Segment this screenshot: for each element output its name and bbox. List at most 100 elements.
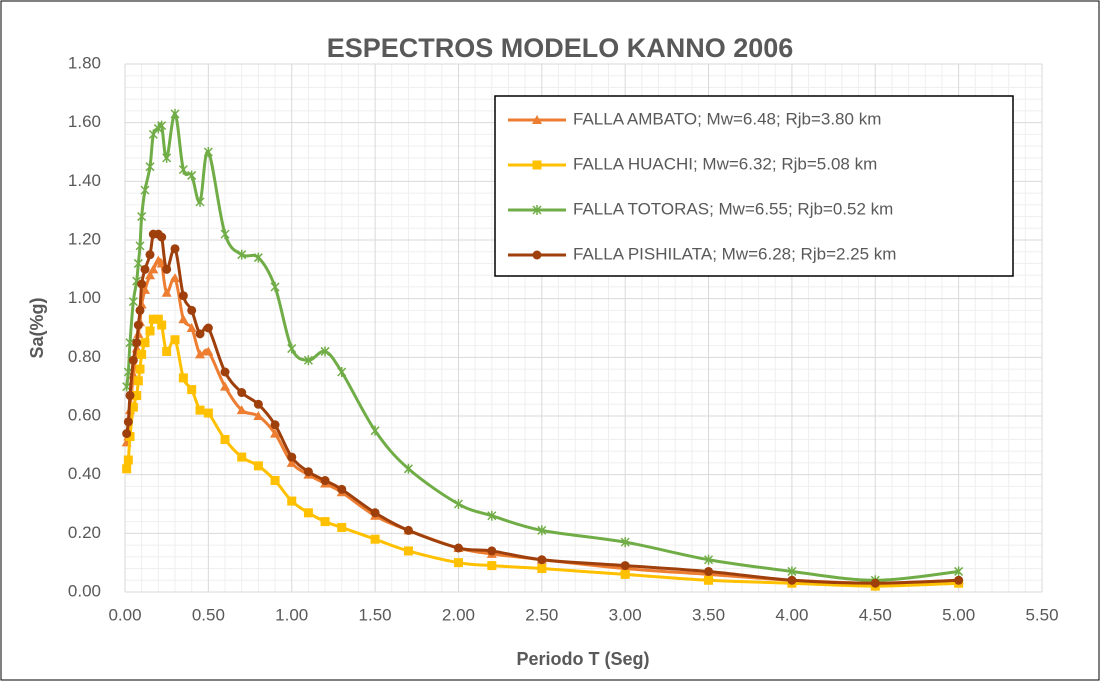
marker [128, 296, 138, 307]
marker [133, 376, 143, 386]
marker-shape [140, 338, 150, 348]
marker-shape [187, 385, 197, 395]
marker [157, 320, 167, 330]
marker [135, 240, 145, 251]
marker-shape [403, 463, 413, 474]
marker-shape [178, 164, 188, 175]
marker-shape [135, 240, 145, 251]
marker-shape [187, 170, 197, 181]
marker-shape [128, 355, 138, 365]
marker-shape [195, 196, 205, 207]
marker-shape [203, 346, 214, 356]
marker-shape [170, 273, 181, 283]
marker-shape [125, 337, 135, 348]
marker-shape [237, 452, 247, 462]
marker [162, 264, 172, 274]
marker-shape [487, 546, 497, 556]
marker-shape [137, 279, 147, 289]
y-tick-label: 0.00 [68, 581, 101, 600]
y-tick-label: 1.00 [68, 288, 101, 307]
marker-shape [537, 555, 547, 565]
marker-shape [145, 161, 155, 172]
x-tick-label: 4.50 [859, 605, 892, 624]
marker [237, 249, 247, 260]
marker [135, 305, 145, 315]
marker-shape [135, 305, 145, 315]
marker [162, 152, 172, 163]
marker-shape [704, 566, 714, 576]
marker-shape [532, 115, 542, 124]
marker [253, 461, 263, 471]
x-tick-label: 4.00 [775, 605, 808, 624]
marker [954, 566, 964, 577]
marker-shape [125, 390, 135, 400]
marker [170, 273, 181, 283]
marker-shape [320, 346, 330, 357]
marker-shape [487, 510, 497, 521]
marker-shape [320, 476, 330, 486]
marker [287, 452, 297, 462]
marker-shape [403, 525, 413, 535]
marker-shape [370, 425, 380, 436]
marker-shape [203, 323, 213, 333]
marker [253, 411, 264, 420]
marker [203, 323, 213, 333]
marker-shape [370, 534, 380, 544]
marker-shape [195, 329, 205, 339]
x-tick-label: 2.00 [442, 605, 475, 624]
marker-shape [122, 429, 132, 439]
y-tick-label: 0.20 [68, 523, 101, 542]
marker-shape [370, 508, 380, 518]
marker [203, 147, 213, 157]
x-tick-label: 3.50 [692, 605, 725, 624]
marker-shape [453, 543, 463, 553]
marker-shape [132, 338, 142, 348]
marker-shape [135, 364, 145, 374]
marker [145, 161, 155, 172]
marker [532, 205, 542, 215]
marker-shape [178, 373, 188, 383]
marker [370, 425, 380, 436]
marker [170, 335, 180, 345]
legend-label: FALLA HUACHI; Mw=6.32; Rjb=5.08 km [573, 154, 877, 173]
marker-shape [170, 244, 180, 254]
y-tick-label: 0.80 [68, 347, 101, 366]
x-tick-label: 2.50 [525, 605, 558, 624]
marker-shape [170, 108, 180, 119]
marker [220, 367, 230, 377]
marker [537, 525, 547, 536]
marker [287, 496, 297, 506]
marker-shape [303, 355, 313, 366]
marker [870, 578, 880, 588]
marker [178, 314, 189, 324]
x-tick-label: 0.00 [108, 605, 141, 624]
marker-shape [133, 258, 143, 269]
marker [220, 434, 230, 444]
x-tick-label: 0.50 [192, 605, 225, 624]
marker-shape [145, 250, 155, 260]
marker-shape [337, 484, 347, 494]
marker [157, 232, 167, 242]
marker-shape [270, 281, 280, 292]
marker-shape [123, 417, 133, 427]
marker-shape [303, 508, 313, 518]
marker-shape [337, 522, 347, 532]
marker [453, 558, 463, 568]
marker [403, 546, 413, 556]
marker [537, 564, 547, 574]
marker-shape [220, 229, 230, 240]
marker [203, 346, 214, 356]
marker [162, 346, 172, 356]
x-tick-label: 1.50 [359, 605, 392, 624]
marker-shape [157, 120, 167, 131]
marker-shape [704, 575, 714, 585]
x-tick-label: 3.00 [609, 605, 642, 624]
marker [128, 402, 138, 412]
marker-shape [286, 457, 297, 467]
marker-shape [162, 264, 172, 274]
marker [320, 476, 330, 486]
marker-shape [220, 434, 230, 444]
marker-shape [203, 408, 213, 418]
marker-shape [148, 264, 159, 274]
marker [453, 543, 463, 553]
